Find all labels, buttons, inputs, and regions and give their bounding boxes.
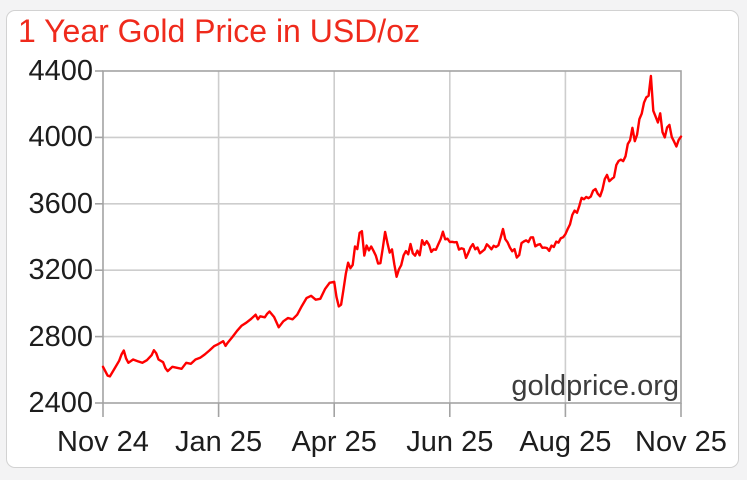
y-tick-label: 2800: [28, 320, 93, 353]
x-tick-label: Jan 25: [175, 426, 263, 458]
x-tick-label: Nov 24: [57, 426, 149, 458]
x-tick-label: Aug 25: [519, 426, 612, 458]
watermark-goldprice-org: goldprice.org: [511, 370, 679, 402]
gold-price-line: [101, 74, 683, 378]
y-tick-label: 4000: [28, 121, 93, 154]
y-tick-label: 2400: [28, 387, 93, 419]
x-tick-label: Nov 25: [635, 426, 727, 458]
y-tick-label: 3600: [28, 187, 93, 220]
y-tick-label: 4400: [28, 55, 93, 87]
x-tick-label: Jun 25: [406, 426, 494, 458]
chart-card: [6, 10, 739, 468]
y-tick-label: 3200: [28, 254, 93, 287]
plot-area-border: [102, 70, 682, 404]
x-tick-label: Apr 25: [291, 426, 377, 458]
chart-title: 1 Year Gold Price in USD/oz: [18, 13, 420, 49]
